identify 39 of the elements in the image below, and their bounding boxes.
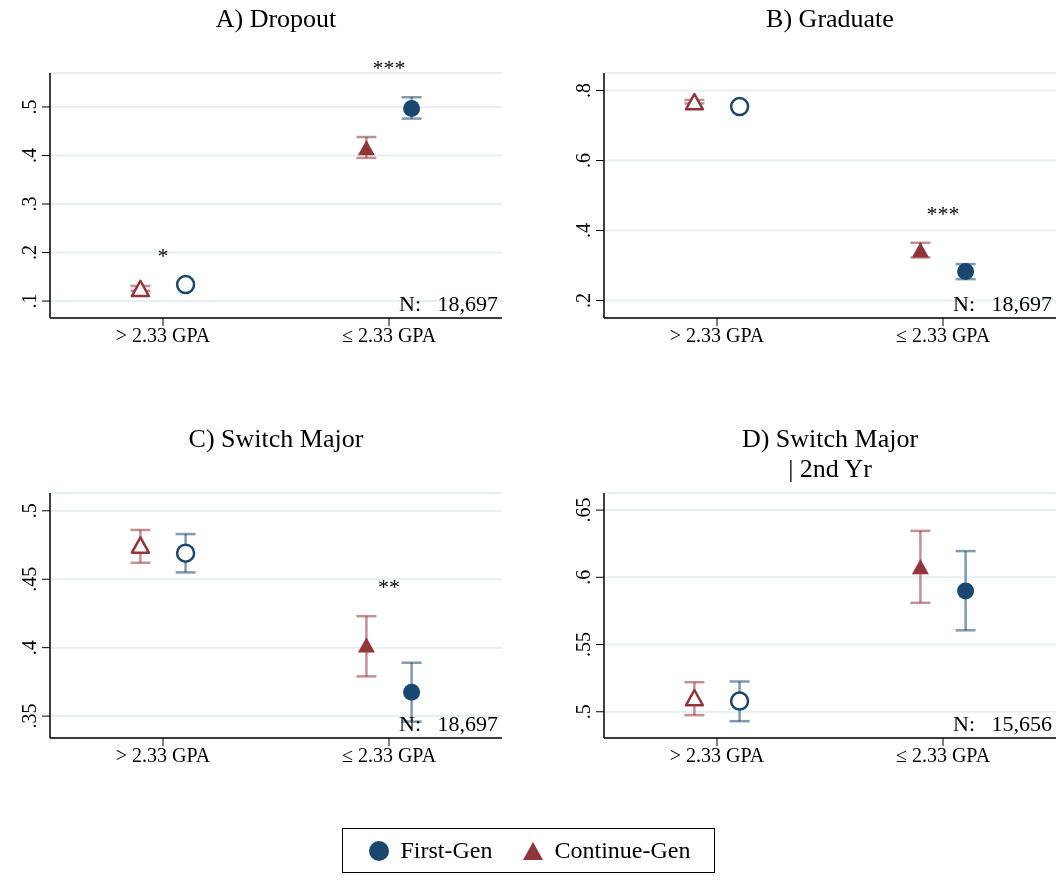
annotation: * bbox=[157, 242, 169, 268]
y-tick-label: .1 bbox=[18, 293, 40, 309]
y-tick-label: .4 bbox=[572, 223, 594, 238]
chart-title: B) Graduate bbox=[765, 4, 895, 34]
annotation: ** bbox=[378, 574, 400, 600]
y-tick-label: .6 bbox=[572, 569, 594, 585]
annotation: N: 18,697 bbox=[399, 291, 498, 317]
y-tick-label: .3 bbox=[18, 196, 40, 212]
x-tick-label: ≤ 2.33 GPA bbox=[895, 744, 991, 767]
y-tick-label: .5 bbox=[18, 503, 40, 519]
y-tick-label: .2 bbox=[572, 293, 594, 308]
y-tick-label: .2 bbox=[18, 245, 40, 260]
y-tick-label: .65 bbox=[572, 497, 594, 523]
annotation: N: 15,656 bbox=[953, 711, 1052, 737]
y-tick-label: .4 bbox=[18, 147, 40, 163]
y-tick-label: .35 bbox=[18, 703, 40, 729]
x-tick-label: > 2.33 GPA bbox=[115, 744, 211, 767]
annotation: *** bbox=[926, 200, 960, 226]
x-tick-label: ≤ 2.33 GPA bbox=[341, 744, 437, 767]
legend-label: First-Gen bbox=[400, 837, 493, 864]
legend-label: Continue-Gen bbox=[554, 837, 691, 864]
annotation: N: 18,697 bbox=[953, 291, 1052, 317]
y-tick-label: .5 bbox=[572, 704, 594, 720]
y-tick-label: .45 bbox=[18, 566, 40, 592]
x-tick-label: > 2.33 GPA bbox=[669, 324, 765, 347]
y-tick-label: .5 bbox=[18, 99, 40, 115]
y-tick-label: .8 bbox=[572, 83, 594, 98]
y-tick-label: .55 bbox=[572, 632, 594, 658]
x-tick-label: ≤ 2.33 GPA bbox=[341, 324, 437, 347]
chart-title: D) Switch Major | 2nd Yr bbox=[740, 424, 920, 484]
chart-title: A) Dropout bbox=[214, 4, 338, 34]
annotation: N: 18,697 bbox=[399, 711, 498, 737]
chart-title: C) Switch Major bbox=[187, 424, 365, 454]
y-tick-label: .4 bbox=[18, 640, 40, 656]
x-tick-label: ≤ 2.33 GPA bbox=[895, 324, 991, 347]
x-tick-label: > 2.33 GPA bbox=[115, 324, 211, 347]
x-tick-label: > 2.33 GPA bbox=[669, 744, 765, 767]
annotation: *** bbox=[372, 55, 406, 81]
y-tick-label: .6 bbox=[572, 153, 594, 168]
